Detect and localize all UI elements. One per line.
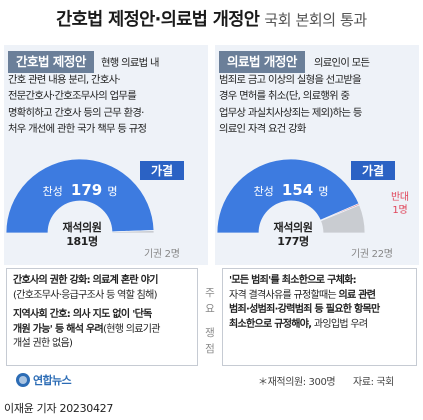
desc-line: 범죄로 금고 이상의 실형을 선고받을 (219, 73, 362, 86)
result-badge-bg (351, 161, 395, 180)
issue-line: (간호조무사·응급구조사 등 역할 침해) (13, 289, 158, 301)
approve-label: 찬성 154 명 (254, 180, 329, 199)
nursing-act-issues-box: 간호사의 권한 강화: 의료계 혼란 야기 (간호조무사·응급구조사 등 역할 … (6, 268, 198, 366)
issue-bold: 등 해석 우려 (52, 323, 104, 335)
medical-act-arcs (216, 158, 366, 234)
issue-bold: 최소한으로 규정해야, (229, 318, 312, 330)
result-badge-bg (140, 161, 184, 180)
result-badge: 가결 (351, 161, 395, 180)
source: 자료: 국회 (353, 377, 394, 388)
desc-line: 명확히하고 간호사 등의 근무 환경· (8, 106, 144, 119)
desc-line: 간호 관련 내용 분리, 간호사· (8, 73, 121, 86)
result-badge-text: 가결 (362, 163, 384, 178)
medical-act-oppose: 반대 1명 (391, 191, 409, 217)
page-title: 간호법 제정안·의료법 개정안 국회 본회의 통과 (0, 6, 423, 31)
issue-line: 개설 권한 없음) (13, 338, 73, 349)
issue-line: 개원 가능' 등 해석 우려(현행 의료기관 (13, 323, 160, 338)
nursing-act-description: 현행 의료법 내 간호 관련 내용 분리, 간호사· 전문간호사·간호조무사의 … (8, 55, 159, 138)
result-badge-text: 가결 (151, 163, 173, 178)
desc-line: 의료인이 모든 (314, 57, 370, 69)
result-badge: 가결 (140, 161, 184, 180)
desc-line: 업무상 과실치사상죄는 제외)하는 등 (219, 106, 362, 119)
medical-act-description: 의료인이 모든 범죄로 금고 이상의 실형을 선고받을 경우 면허를 취소(단,… (219, 55, 370, 138)
footnote: ＊재적의원: 300명 (258, 377, 336, 388)
desc-line: 의료인 자격 요건 강화 (219, 123, 306, 135)
issue-text: 자격 결격사유를 규정할때는 (229, 289, 339, 301)
issue-line: 간호사의 권한 강화: 의료계 혼란 야기 (13, 275, 158, 286)
slice-찬성 (216, 158, 360, 234)
present-label: 재석의원 (273, 221, 313, 234)
slice-기권 (320, 204, 366, 234)
issue-text: 과잉입법 우려 (311, 318, 368, 330)
issue-bold: 의료 관련 (338, 289, 376, 301)
issue-text: (현행 의료기관 (103, 323, 160, 335)
label-gap (200, 317, 220, 325)
present-label: 재석의원 (62, 221, 102, 234)
yonhap-logo: 연합뉴스 (16, 372, 72, 388)
desc-line: 처우 개선에 관한 국가 책무 등 규정 (8, 123, 147, 135)
issue-line: 최소한으로 규정해야, 과잉입법 우려 (229, 318, 380, 333)
nursing-act-arcs (5, 158, 155, 234)
approve-count: 179 (71, 181, 102, 199)
desc-line: 현행 의료법 내 (101, 57, 159, 69)
nursing-act-vote-chart: 가결 찬성 179 명 (5, 158, 184, 234)
approve-unit: 명 (107, 185, 117, 198)
issue-line: 자격 결격사유를 규정할때는 의료 관련 (229, 289, 380, 304)
label-char: 쟁 (205, 327, 215, 339)
nursing-act-panel: 간호법 제정안 현행 의료법 내 간호 관련 내용 분리, 간호사· 전문간호사… (4, 45, 208, 265)
label-char: 요 (205, 303, 215, 315)
nursing-act-abstain: 기권 2명 (144, 249, 180, 260)
slice-기권 (111, 230, 155, 234)
approve-label-word: 찬성 (43, 184, 63, 198)
key-issues-label: 주 요 쟁 점 (200, 285, 220, 357)
issue-bold: 개원 가능' (13, 323, 53, 335)
desc-line: 경우 면허를 취소(단, 의료행위 중 (219, 90, 350, 102)
approve-label-word: 찬성 (254, 184, 274, 198)
present-value: 177명 (277, 235, 309, 248)
issue-line: 지역사회 간호: 의사 지도 없이 '단독 (13, 309, 152, 320)
approve-count: 154 (282, 181, 313, 199)
approve-unit: 명 (318, 185, 328, 198)
medical-act-abstain: 기권 22명 (351, 249, 393, 260)
medical-act-tag: 의료법 개정안 (219, 51, 305, 73)
title-main: 간호법 제정안·의료법 개정안 (56, 10, 260, 30)
issue-line: '모든 범죄'를 최소한으로 구체화: (229, 275, 357, 286)
medical-act-issues-box: '모든 범죄'를 최소한으로 구체화: 자격 결격사유를 규정할때는 의료 관련… (222, 268, 417, 366)
medical-act-panel: 의료법 개정안 의료인이 모든 범죄로 금고 이상의 실형을 선고받을 경우 면… (215, 45, 419, 265)
oppose-label: 반대 (391, 192, 409, 203)
yonhap-logo-icon (16, 373, 30, 387)
medical-act-vote-chart: 가결 찬성 154 명 (216, 158, 395, 234)
present-value: 181명 (66, 235, 98, 248)
desc-line: 전문간호사·간호조무사의 업무를 (8, 90, 137, 102)
medical-act-present: 재석의원 177명 (263, 221, 323, 249)
label-char: 주 (205, 287, 215, 299)
byline: 이재윤 기자 20230427 (4, 402, 114, 415)
yonhap-logo-text: 연합뉴스 (33, 374, 72, 387)
medical-act-issues: '모든 범죄'를 최소한으로 구체화: 자격 결격사유를 규정할때는 의료 관련… (229, 274, 380, 332)
nursing-act-present: 재석의원 181명 (52, 221, 112, 249)
label-char: 점 (205, 343, 215, 355)
issue-line: 범죄·성범죄·강력범죄 등 필요한 항목만 (229, 304, 380, 315)
slice-찬성 (5, 158, 155, 234)
nursing-act-tag: 간호법 제정안 (8, 51, 94, 73)
nursing-act-issues: 간호사의 권한 강화: 의료계 혼란 야기 (간호조무사·응급구조사 등 역할 … (13, 274, 160, 352)
oppose-value: 1명 (392, 205, 408, 216)
approve-label: 찬성 179 명 (43, 180, 118, 199)
title-sub: 국회 본회의 통과 (264, 11, 367, 29)
